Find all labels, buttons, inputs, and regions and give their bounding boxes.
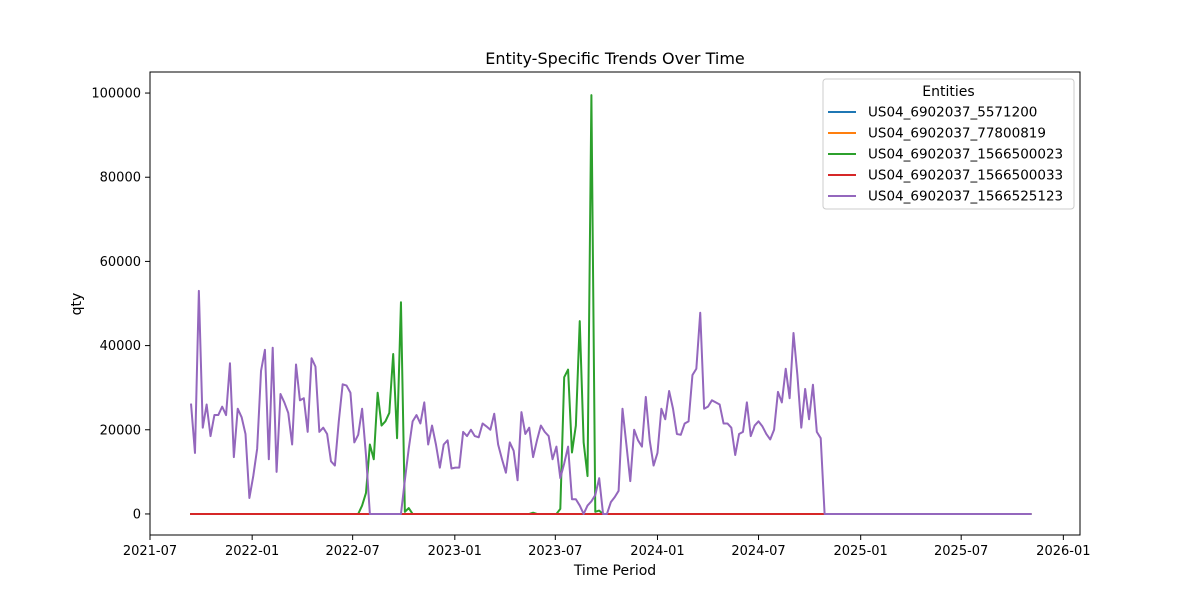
- x-tick-label: 2025-01: [834, 544, 888, 559]
- legend-label-1: US04_6902037_5571200: [868, 105, 1037, 121]
- y-axis-label: qty: [69, 293, 85, 316]
- x-tick-label: 2024-07: [731, 544, 785, 559]
- series-line-5: [190, 289, 1032, 515]
- x-tick-label: 2024-01: [630, 544, 684, 559]
- x-tick-label: 2021-07: [123, 544, 177, 559]
- x-tick-label: 2023-01: [428, 544, 482, 559]
- x-tick-label: 2026-01: [1036, 544, 1090, 559]
- legend-label-3: US04_6902037_1566500023: [868, 147, 1063, 163]
- x-tick-label: 2022-01: [225, 544, 279, 559]
- x-tick-label: 2022-07: [325, 544, 379, 559]
- y-tick-label: 20000: [100, 423, 141, 438]
- legend-title: Entities: [922, 84, 974, 100]
- series-lines: [190, 94, 1032, 515]
- legend-label-2: US04_6902037_77800819: [868, 126, 1046, 142]
- y-tick-label: 80000: [100, 171, 141, 186]
- legend-label-5: US04_6902037_1566525123: [868, 189, 1063, 205]
- x-tick-label: 2023-07: [528, 544, 582, 559]
- x-axis-label: Time Period: [573, 563, 656, 579]
- y-tick-label: 60000: [100, 255, 141, 270]
- y-tick-label: 40000: [100, 339, 141, 354]
- x-tick-label: 2025-07: [934, 544, 988, 559]
- legend-label-4: US04_6902037_1566500033: [868, 168, 1063, 184]
- plot-area: 2021-07 2022-01 2022-07 2023-01 2023-07 2024-…: [91, 71, 1091, 559]
- y-tick-label: 0: [133, 507, 141, 522]
- chart-title: Entity-Specific Trends Over Time: [485, 49, 745, 68]
- legend-box: [822, 78, 1075, 210]
- legend: Entities US04_6902037_5571200 US04_6902037…: [822, 78, 1075, 210]
- y-tick-label: 100000: [91, 87, 141, 102]
- plot-frame: [149, 71, 1081, 536]
